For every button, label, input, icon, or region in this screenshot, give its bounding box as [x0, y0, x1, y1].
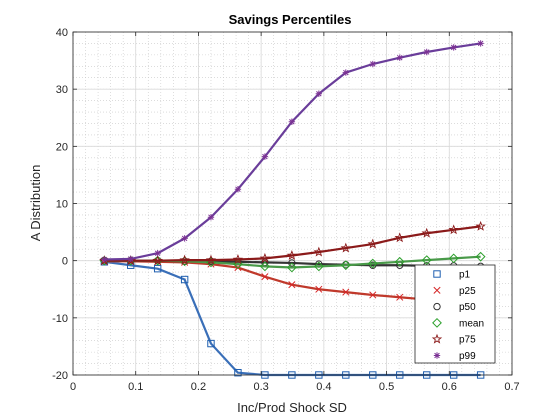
- y-tick-label: 30: [56, 84, 68, 96]
- x-tick-label: 0.6: [442, 381, 457, 393]
- legend-marker-p50: [433, 302, 441, 311]
- data-point-p75: [205, 254, 217, 265]
- data-point-p1: [207, 339, 215, 348]
- data-point-p75: [313, 246, 325, 257]
- legend-label-p99: p99: [459, 351, 476, 362]
- y-tick-label: 20: [56, 141, 68, 153]
- data-point-mean: [448, 253, 459, 264]
- legend-box: [414, 264, 496, 364]
- legend-marker-p25: [433, 286, 441, 294]
- legend-marker-p1: [433, 270, 441, 278]
- data-point-p99: [288, 118, 296, 125]
- data-point-p99: [369, 60, 376, 68]
- legend-label-mean: mean: [459, 318, 484, 329]
- data-point-p99: [101, 256, 108, 263]
- data-point-p50: [288, 259, 296, 267]
- x-tick-label: 0.3: [253, 381, 268, 393]
- data-point-p99: [450, 44, 457, 51]
- data-point-p1: [180, 275, 189, 284]
- data-point-p99: [234, 186, 242, 193]
- data-point-p99: [342, 69, 350, 76]
- data-point-p75: [367, 238, 378, 249]
- y-tick-label: -20: [52, 370, 68, 382]
- legend: p1 p25 p50 mean p75 p99: [414, 264, 496, 364]
- x-tick-label: 0.2: [191, 381, 206, 393]
- data-point-mean: [421, 255, 432, 266]
- data-point-p75: [286, 250, 298, 260]
- data-point-p25: [369, 291, 377, 299]
- y-tick-labels: -20 -10 0 10 20 30 40: [52, 27, 68, 382]
- data-point-mean: [367, 258, 378, 269]
- data-point-p99: [396, 54, 403, 61]
- x-tick-label: 0.1: [128, 381, 143, 393]
- x-tick-label: 0.7: [504, 381, 519, 393]
- data-point-p75: [152, 255, 163, 266]
- y-tick-label: -10: [52, 313, 68, 325]
- legend-label-p50: p50: [459, 302, 476, 313]
- legend-label-p1: p1: [459, 270, 471, 281]
- y-tick-label: 40: [56, 27, 68, 39]
- data-point-p75: [475, 220, 486, 231]
- series-p75: [99, 220, 486, 266]
- legend-label-p25: p25: [459, 286, 476, 297]
- x-tick-label: 0: [70, 381, 76, 393]
- data-point-p75: [340, 242, 352, 253]
- data-point-p99: [154, 250, 161, 257]
- legend-marker-p75: [431, 333, 443, 344]
- data-point-p99: [127, 255, 134, 263]
- x-axis-label: Inc/Prod Shock SD: [237, 400, 347, 415]
- data-point-mean: [259, 261, 270, 272]
- data-point-p50: [369, 261, 377, 269]
- data-point-p25: [234, 263, 242, 272]
- y-tick-label: 0: [62, 256, 68, 268]
- data-point-p99: [477, 40, 484, 47]
- data-point-p99: [181, 235, 188, 242]
- x-tick-label: 0.4: [316, 381, 331, 393]
- legend-label-p75: p75: [459, 335, 476, 346]
- data-point-p25: [396, 293, 404, 301]
- data-point-p99: [207, 214, 215, 221]
- data-point-mean: [286, 262, 297, 273]
- data-point-mean: [394, 256, 405, 267]
- data-point-p75: [394, 232, 405, 243]
- data-point-p75: [232, 254, 244, 264]
- data-point-p99: [423, 48, 430, 56]
- data-point-p25: [288, 281, 296, 289]
- data-point-p75: [179, 254, 190, 265]
- y-tick-label: 10: [56, 199, 68, 211]
- data-point-p25: [342, 288, 350, 296]
- axis-ticks: [72, 31, 513, 376]
- legend-marker-mean: [432, 317, 442, 328]
- x-tick-labels: 0 0.1 0.2 0.3 0.4 0.5 0.6 0.7: [70, 381, 520, 393]
- data-point-mean: [313, 261, 324, 272]
- data-point-p25: [261, 273, 269, 281]
- series-line-p75: [104, 225, 481, 262]
- series-p99: [101, 40, 484, 263]
- data-point-p99: [261, 153, 269, 160]
- data-point-p75: [259, 252, 271, 263]
- data-point-p25: [315, 285, 323, 293]
- legend-marker-p99: [433, 352, 441, 359]
- data-point-mean: [475, 251, 486, 262]
- y-axis-label: A Distribution: [28, 165, 43, 242]
- data-point-p99: [315, 90, 323, 97]
- chart-title: Savings Percentiles: [229, 12, 352, 27]
- data-point-p75: [421, 227, 432, 238]
- data-point-p75: [448, 224, 459, 235]
- data-point-p1: [234, 369, 242, 377]
- x-tick-label: 0.5: [379, 381, 394, 393]
- data-point-mean: [340, 260, 351, 271]
